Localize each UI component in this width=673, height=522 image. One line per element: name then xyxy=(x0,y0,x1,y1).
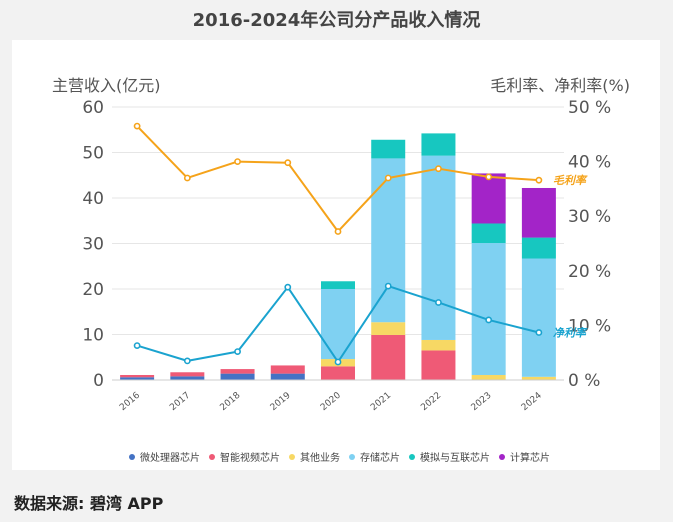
line-point xyxy=(234,348,241,356)
right-tick-label: 40 % xyxy=(568,153,611,173)
legend-item: 模拟与互联芯片 xyxy=(420,451,490,464)
line-point xyxy=(384,282,392,290)
legend-item: 其他业务 xyxy=(300,451,340,464)
bar-segment xyxy=(521,237,556,259)
bar-segment xyxy=(371,322,406,335)
bar-segment xyxy=(471,374,506,380)
bar-segment xyxy=(421,133,456,156)
x-tick-label: 2022 xyxy=(419,391,443,413)
legend-item: 微处理器芯片 xyxy=(140,451,200,464)
x-tick-label: 2023 xyxy=(470,391,494,413)
line-point xyxy=(334,228,342,235)
bar-segment xyxy=(120,374,155,378)
left-tick-label: 60 xyxy=(82,98,104,118)
bar-segment xyxy=(471,223,506,244)
line-point xyxy=(435,299,442,306)
line-point xyxy=(183,174,191,182)
legend-item: 计算芯片 xyxy=(510,451,550,464)
axis-layer: 0 10 20 30 40 50 60 0 % 10 % 20 % 30 % 40 % 50 % 主营收入… xyxy=(52,76,630,413)
line-point xyxy=(535,329,543,336)
chart-canvas: 0 10 20 30 40 50 60 0 % 10 % 20 % 30 % 40 % 50 % 主营收入… xyxy=(52,76,630,464)
x-tick-label: 2018 xyxy=(219,390,243,413)
left-tick-label: 30 xyxy=(82,235,104,255)
line-point xyxy=(234,158,241,165)
legend-layer: 微处理器芯片 智能视频芯片 其他业务 存储芯片 模拟与互联芯片 计算芯片 xyxy=(129,451,550,464)
line-point xyxy=(284,283,292,291)
line-point xyxy=(384,174,392,182)
bar-segment xyxy=(371,139,406,159)
bar-segment xyxy=(471,173,506,224)
x-tick-label: 2021 xyxy=(369,391,393,413)
x-tick-label: 2019 xyxy=(269,390,293,413)
bar-segment xyxy=(220,369,255,374)
line-point xyxy=(334,358,342,366)
line-point xyxy=(133,122,141,130)
legend-item: 智能视频芯片 xyxy=(220,451,280,464)
bar-segment xyxy=(170,372,205,377)
line-point xyxy=(485,316,493,324)
x-tick-label: 2020 xyxy=(319,390,343,413)
legend-item: 存储芯片 xyxy=(360,451,400,464)
bar-segment xyxy=(371,158,406,323)
right-tick-label: 50 % xyxy=(568,98,611,118)
bar-segment xyxy=(371,334,406,380)
right-tick-label: 20 % xyxy=(568,262,611,282)
bar-segment xyxy=(521,187,556,238)
bar-segment xyxy=(270,373,305,380)
bar-segment xyxy=(421,339,456,351)
line-point xyxy=(183,357,191,365)
line-point xyxy=(284,159,292,167)
line-point xyxy=(485,173,493,181)
bar-segment xyxy=(321,289,355,360)
x-tick-label: 2017 xyxy=(168,391,192,413)
legend-marker xyxy=(209,454,215,460)
left-tick-label: 40 xyxy=(82,189,104,209)
left-tick-label: 50 xyxy=(82,144,104,164)
x-tick-label: 2024 xyxy=(520,390,544,413)
left-tick-label: 20 xyxy=(82,280,104,300)
right-tick-label: 10 % xyxy=(568,316,611,336)
net-margin-label: 净利率 xyxy=(553,326,588,339)
bar-layer xyxy=(120,133,556,380)
right-tick-label: 0 % xyxy=(568,371,600,391)
chart-panel: 0 10 20 30 40 50 60 0 % 10 % 20 % 30 % 40 % 50 % 主营收入… xyxy=(12,40,660,470)
bar-segment xyxy=(170,376,205,380)
legend-marker xyxy=(289,454,295,460)
bar-segment xyxy=(220,373,255,380)
bar-segment xyxy=(421,350,456,380)
bar-segment xyxy=(270,365,305,374)
gross-margin-label: 毛利率 xyxy=(553,174,588,187)
legend-marker xyxy=(129,454,135,460)
legend-marker xyxy=(349,454,355,460)
bar-segment xyxy=(120,377,155,380)
left-tick-label: 0 xyxy=(93,371,104,391)
line-point xyxy=(133,342,141,350)
line-point xyxy=(535,176,543,184)
bar-segment xyxy=(521,258,556,377)
right-tick-label: 30 % xyxy=(568,207,611,227)
bar-segment xyxy=(471,243,506,375)
bar-segment xyxy=(421,155,456,340)
page-title: 2016-2024年公司分产品收入情况 xyxy=(192,10,481,31)
bar-segment xyxy=(321,366,355,380)
line-point xyxy=(435,165,442,173)
right-axis-title: 毛利率、净利率(%) xyxy=(490,76,630,95)
bar-segment xyxy=(321,281,355,289)
legend-marker xyxy=(409,454,415,460)
left-axis-title: 主营收入(亿元) xyxy=(52,76,161,95)
x-tick-label: 2016 xyxy=(118,390,142,413)
bar-segment xyxy=(521,376,556,380)
data-source-note: 数据来源: 碧湾 APP xyxy=(14,494,164,513)
legend-marker xyxy=(499,454,505,460)
left-tick-label: 10 xyxy=(82,326,104,346)
